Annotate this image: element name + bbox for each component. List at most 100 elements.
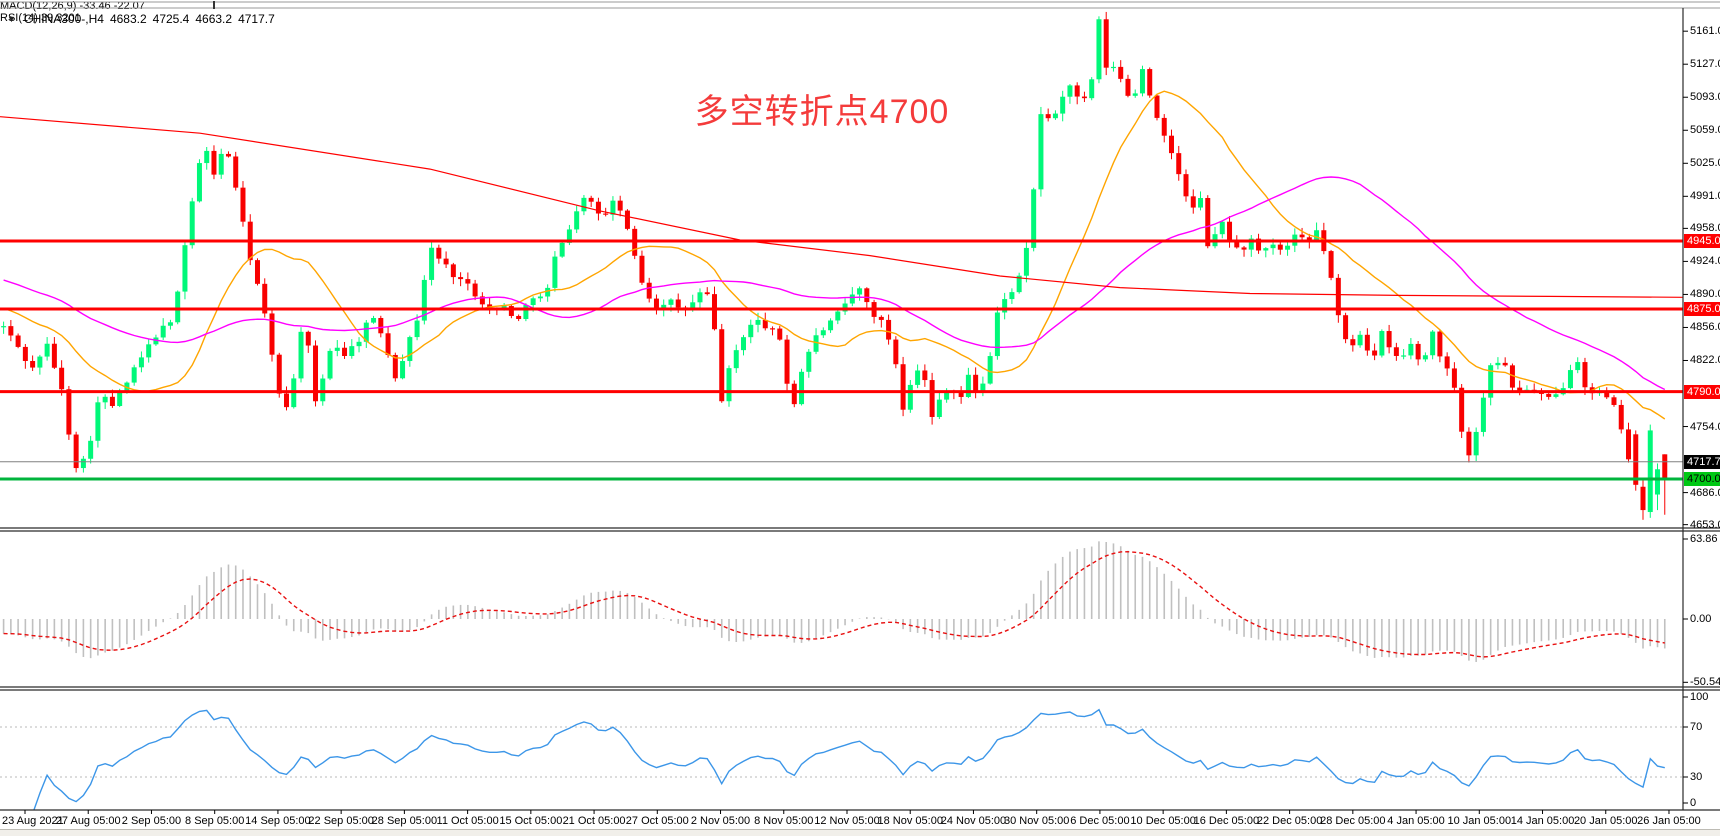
candlestick xyxy=(1430,331,1436,356)
candlestick xyxy=(1618,404,1624,430)
rsi-scale-label: 100 xyxy=(1690,691,1709,703)
time-axis-label: 26 Jan 05:00 xyxy=(1637,815,1701,827)
candlestick xyxy=(363,322,369,342)
candlestick xyxy=(1168,135,1174,154)
rsi-scale-label: 0 xyxy=(1690,797,1697,809)
candlestick xyxy=(1393,347,1399,356)
candlestick xyxy=(51,343,57,368)
candlestick xyxy=(1611,397,1617,405)
candlestick xyxy=(146,344,152,358)
candlestick xyxy=(1096,19,1102,80)
candlestick xyxy=(472,283,478,297)
candlestick xyxy=(828,320,834,331)
candlestick xyxy=(436,247,442,259)
candlestick xyxy=(791,383,797,405)
candlestick xyxy=(574,211,580,230)
candlestick xyxy=(675,299,681,308)
candlestick xyxy=(603,213,609,215)
candlestick xyxy=(1488,365,1494,398)
candlestick xyxy=(929,380,935,417)
candlestick xyxy=(617,200,623,211)
price-tick-label: 5161.0 xyxy=(1690,25,1720,38)
candlestick xyxy=(378,317,384,334)
candlestick xyxy=(1176,153,1182,175)
candlestick xyxy=(1567,370,1573,389)
candlestick xyxy=(1604,391,1610,398)
candlestick xyxy=(1372,350,1378,356)
price-tick-label: 4991.0 xyxy=(1690,190,1720,203)
candlestick xyxy=(849,294,855,304)
candlestick xyxy=(320,378,326,402)
time-axis-label: 22 Dec 05:00 xyxy=(1256,815,1323,827)
candlestick xyxy=(1343,315,1349,340)
candlestick xyxy=(1415,343,1421,360)
candlestick xyxy=(537,296,543,299)
candlestick xyxy=(1640,486,1646,511)
candlestick xyxy=(1139,69,1145,94)
candlestick xyxy=(1103,19,1109,68)
candlestick xyxy=(131,367,137,383)
bar-close-value: 4717.7 xyxy=(238,12,275,26)
candlestick xyxy=(770,328,776,330)
candlestick xyxy=(117,391,123,406)
chart-annotation-text[interactable]: 多空转折点4700 xyxy=(694,93,950,131)
candlestick xyxy=(653,298,659,311)
candlestick xyxy=(1132,93,1138,96)
candlestick xyxy=(1444,356,1450,369)
candlestick xyxy=(973,374,979,392)
time-axis-label: 10 Dec 05:00 xyxy=(1130,815,1196,827)
level-badge-4945.0: 4945.0 xyxy=(1684,234,1720,248)
symbol-period-label: CHINA300-,H4 xyxy=(23,12,104,26)
candlestick xyxy=(1125,78,1131,96)
candlestick xyxy=(313,345,319,402)
candlestick xyxy=(1074,85,1080,97)
candlestick xyxy=(762,319,768,329)
candlestick xyxy=(1161,117,1167,136)
candlestick xyxy=(392,354,398,379)
candlestick xyxy=(189,201,195,246)
candlestick xyxy=(1023,247,1029,276)
candlestick xyxy=(1031,189,1037,248)
symbol-dropdown-icon[interactable]: ▼ xyxy=(7,14,16,24)
candlestick xyxy=(907,384,913,410)
candlestick xyxy=(1408,343,1414,356)
candlestick xyxy=(298,331,304,379)
candlestick xyxy=(820,330,826,336)
candlestick xyxy=(1575,362,1581,371)
level-badge-4875.0: 4875.0 xyxy=(1684,301,1720,316)
price-tick-label: 4822.0 xyxy=(1690,354,1720,367)
candlestick xyxy=(799,371,805,405)
candlestick xyxy=(1546,393,1552,397)
candlestick xyxy=(552,256,558,288)
time-axis-label: 8 Nov 05:00 xyxy=(754,815,814,827)
candlestick xyxy=(1154,95,1160,118)
candlestick xyxy=(639,255,645,283)
candlestick xyxy=(1662,454,1668,479)
candlestick xyxy=(262,283,268,314)
candlestick xyxy=(167,322,173,326)
candlestick xyxy=(1009,292,1015,300)
candlestick xyxy=(1401,355,1407,357)
candlestick xyxy=(1314,230,1320,241)
candlestick xyxy=(1495,362,1501,366)
candlestick xyxy=(385,333,391,355)
candlestick xyxy=(595,201,601,214)
candlestick xyxy=(1502,362,1508,366)
candlestick xyxy=(1357,334,1363,346)
time-axis-label: 23 Aug 2021 xyxy=(2,815,64,827)
candlestick xyxy=(102,396,108,403)
candlestick xyxy=(80,458,86,469)
time-axis-label: 14 Sep 05:00 xyxy=(245,815,311,827)
candlestick xyxy=(508,306,514,316)
candlestick xyxy=(1038,114,1044,190)
price-tick-label: 4924.0 xyxy=(1690,255,1720,268)
candlestick xyxy=(443,258,449,265)
candlestick xyxy=(1277,244,1283,250)
candlestick xyxy=(196,163,202,202)
candlestick xyxy=(893,339,899,365)
candlestick xyxy=(1110,66,1116,69)
candlestick xyxy=(356,341,362,347)
candlestick xyxy=(922,370,928,381)
